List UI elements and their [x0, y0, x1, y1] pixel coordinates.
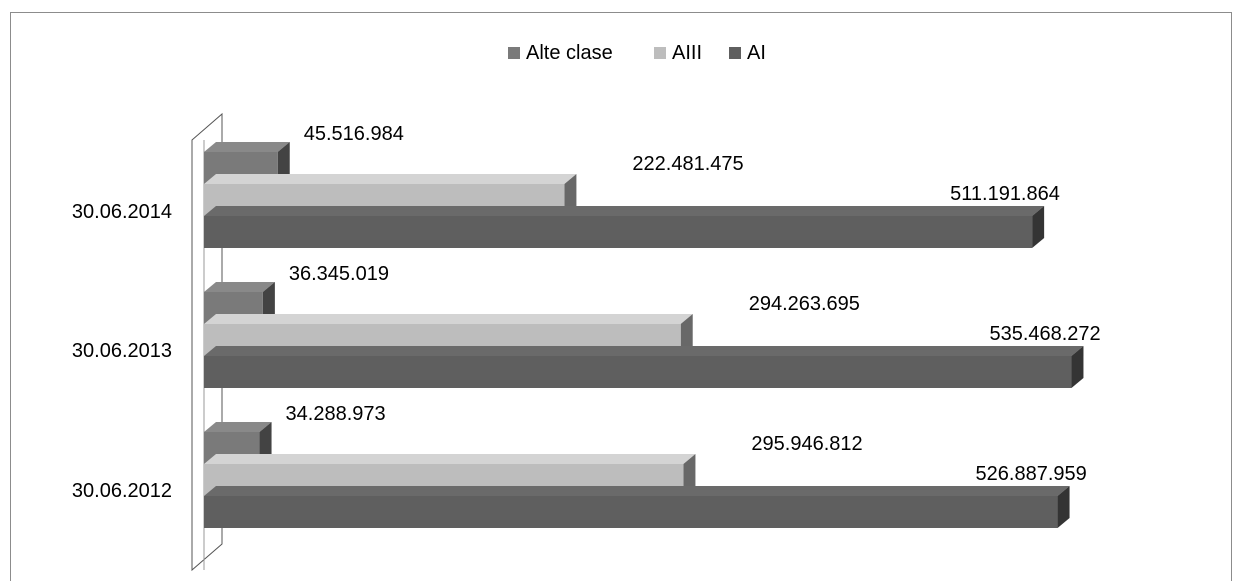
bar-top-aiii-30-06-2013 [204, 314, 693, 324]
bar-side-ai-30-06-2014 [1032, 206, 1045, 248]
legend-swatch-aiii [654, 47, 666, 59]
bar-side-aiii-30-06-2013 [680, 314, 693, 356]
bar-side-alte-clase-30-06-2014 [277, 142, 290, 184]
legend-label-aiii: AIII [672, 42, 702, 64]
bar-side-alte-clase-30-06-2012 [259, 422, 272, 464]
category-label: 30.06.2012 [72, 480, 172, 502]
legend-swatch-ai [729, 47, 741, 59]
data-label-aiii-30-06-2012: 295.946.812 [751, 433, 862, 455]
bar-side-ai-30-06-2013 [1071, 346, 1084, 388]
data-label-ai-30-06-2013: 535.468.272 [989, 323, 1100, 345]
data-label-alte-clase-30-06-2013: 36.345.019 [289, 263, 389, 285]
bar-ai-30-06-2014 [204, 216, 1033, 248]
legend-label-ai: AI [747, 42, 766, 64]
legend-swatch-alte-clase [508, 47, 520, 59]
legend-label-alte-clase: Alte clase [526, 42, 613, 64]
bar-side-ai-30-06-2012 [1057, 486, 1070, 528]
bar-top-ai-30-06-2014 [204, 206, 1045, 216]
bar-top-aiii-30-06-2012 [204, 454, 696, 464]
bar-side-aiii-30-06-2014 [564, 174, 577, 216]
bar-side-alte-clase-30-06-2013 [262, 282, 275, 324]
bar-top-alte-clase-30-06-2013 [204, 282, 275, 292]
data-label-aiii-30-06-2013: 294.263.695 [749, 293, 860, 315]
bar-top-alte-clase-30-06-2014 [204, 142, 290, 152]
chart-frame [10, 12, 1232, 581]
data-label-alte-clase-30-06-2012: 34.288.973 [286, 403, 386, 425]
category-labels: 30.06.2014 30.06.2013 30.06.2012 [72, 201, 172, 502]
bar-top-aiii-30-06-2014 [204, 174, 577, 184]
data-label-aiii-30-06-2014: 222.481.475 [632, 153, 743, 175]
data-label-ai-30-06-2012: 526.887.959 [976, 463, 1087, 485]
category-label: 30.06.2013 [72, 340, 172, 362]
data-label-alte-clase-30-06-2014: 45.516.984 [304, 123, 404, 145]
bars [204, 142, 1084, 528]
bar-ai-30-06-2013 [204, 356, 1072, 388]
data-labels: 45.516.984 36.345.019 34.288.973 222.481.47… [286, 123, 1101, 485]
legend: Alte clase AIII AI [508, 42, 766, 64]
bar-top-alte-clase-30-06-2012 [204, 422, 272, 432]
data-label-ai-30-06-2014: 511.191.864 [950, 183, 1060, 205]
bar-ai-30-06-2012 [204, 496, 1058, 528]
bar-top-ai-30-06-2012 [204, 486, 1070, 496]
bar-side-aiii-30-06-2012 [683, 454, 696, 496]
category-label: 30.06.2014 [72, 201, 172, 223]
bar-top-ai-30-06-2013 [204, 346, 1084, 356]
